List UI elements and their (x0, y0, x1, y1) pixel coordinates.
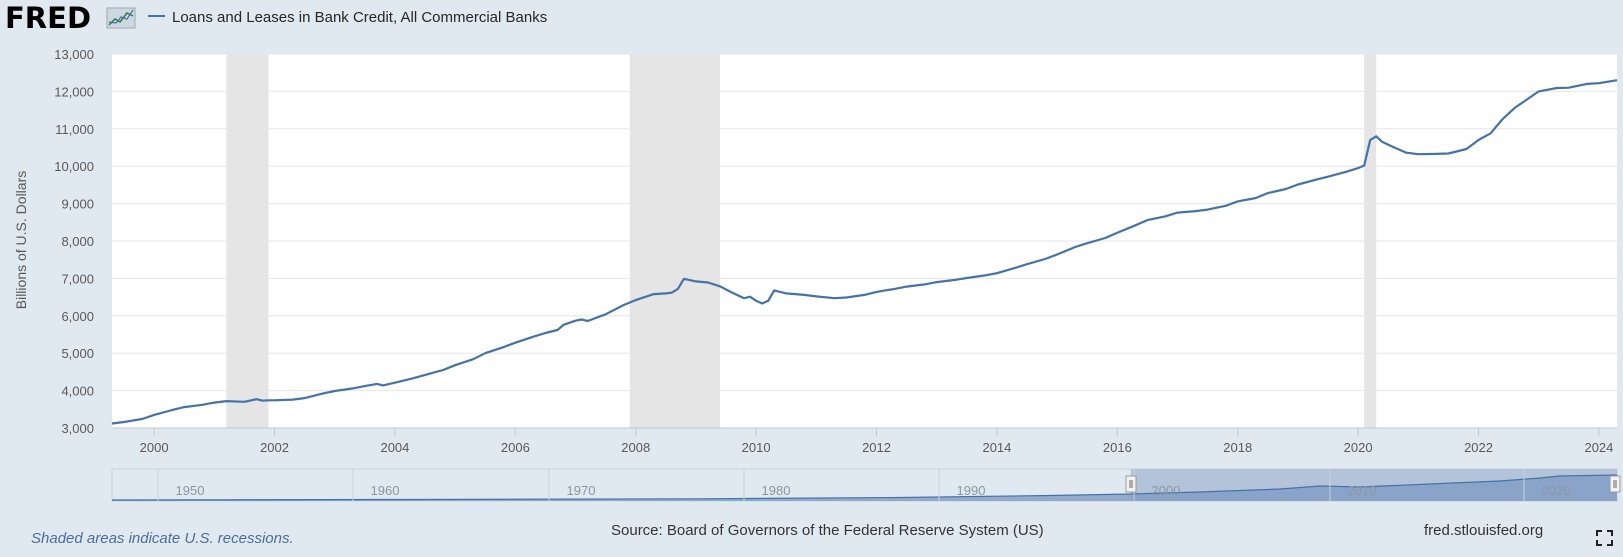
y-tick-label: 12,000 (54, 84, 94, 99)
navigator-line (111, 474, 1618, 501)
y-tick-label: 4,000 (61, 384, 94, 399)
navigator-tick-label: 1960 (371, 483, 400, 498)
x-tick-label: 2022 (1464, 440, 1493, 455)
fred-logo[interactable]: FRED (5, 1, 91, 35)
x-tick-label: 2002 (260, 440, 289, 455)
footer: Shaded areas indicate U.S. recessions. S… (31, 522, 1613, 547)
navigator-tick-label: 1970 (567, 483, 596, 498)
navigator-tick-label: 2000 (1152, 483, 1181, 498)
x-axis-ticks: 2000 2002 2004 2006 2008 2010 2012 2014 2016 2018… (140, 428, 1613, 455)
x-tick-label: 2000 (140, 440, 169, 455)
recession-note: Shaded areas indicate U.S. recessions. (31, 530, 294, 547)
fullscreen-icon[interactable] (1596, 530, 1613, 546)
navigator-right-handle[interactable] (1609, 475, 1621, 493)
navigator-ticks: 1950 1960 1970 1980 1990 2000 2010 2020 (157, 469, 1571, 501)
grid-lines (112, 53, 1617, 392)
series-line[interactable] (111, 79, 1618, 425)
y-tick-label: 5,000 (61, 346, 94, 361)
y-tick-label: 3,000 (61, 421, 94, 436)
x-tick-label: 2020 (1344, 440, 1373, 455)
y-tick-label: 7,000 (61, 271, 94, 286)
y-axis-label: Billions of U.S. Dollars (13, 171, 29, 310)
y-tick-label: 10,000 (54, 159, 94, 174)
x-tick-label: 2008 (621, 440, 650, 455)
site-link[interactable]: fred.stlouisfed.org (1424, 522, 1543, 539)
navigator[interactable]: 1950 1960 1970 1980 1990 2000 2010 2020 (111, 468, 1621, 502)
x-tick-label: 2004 (380, 440, 409, 455)
x-tick-label: 2024 (1584, 440, 1613, 455)
y-tick-label: 6,000 (61, 309, 94, 324)
y-tick-label: 8,000 (61, 234, 94, 249)
navigator-tick-label: 2010 (1348, 483, 1377, 498)
y-tick-label: 9,000 (61, 197, 94, 212)
navigator-tick-label: 1980 (762, 483, 791, 498)
navigator-tick-label: 1990 (957, 483, 986, 498)
x-tick-label: 2014 (982, 440, 1011, 455)
navigator-area (112, 475, 1617, 501)
source-text: Source: Board of Governors of the Federa… (611, 522, 1044, 539)
plot-area (111, 53, 1618, 429)
series-title[interactable]: Loans and Leases in Bank Credit, All Com… (172, 9, 547, 26)
chart-line-icon (106, 7, 136, 29)
x-tick-label: 2016 (1103, 440, 1132, 455)
navigator-tick-label: 1950 (176, 483, 205, 498)
y-tick-label: 11,000 (55, 122, 94, 137)
x-tick-label: 2018 (1223, 440, 1252, 455)
navigator-left-handle[interactable] (1125, 475, 1137, 493)
y-axis-ticks: 3,000 4,000 5,000 6,000 7,000 8,000 9,000 10,00… (54, 47, 94, 436)
navigator-tick-label: 2020 (1542, 483, 1571, 498)
x-tick-label: 2010 (742, 440, 771, 455)
x-tick-label: 2012 (862, 440, 891, 455)
y-tick-label: 13,000 (54, 47, 94, 62)
x-tick-label: 2006 (501, 440, 530, 455)
header: FRED Loans and Leases in Bank Credit, Al… (5, 1, 547, 35)
